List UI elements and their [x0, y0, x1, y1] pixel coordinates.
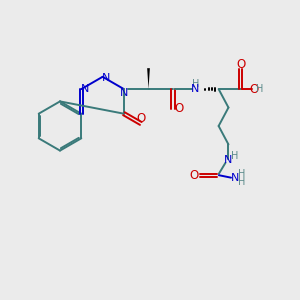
- Text: N: N: [101, 73, 110, 83]
- Polygon shape: [147, 68, 150, 89]
- Text: H: H: [256, 84, 263, 94]
- Text: N: N: [230, 173, 239, 183]
- Text: N: N: [120, 88, 128, 98]
- Text: N: N: [191, 84, 200, 94]
- Text: O: O: [249, 82, 258, 96]
- Text: O: O: [236, 58, 245, 71]
- Text: H: H: [238, 169, 245, 179]
- Text: O: O: [174, 102, 183, 115]
- Text: N: N: [224, 155, 233, 165]
- Text: O: O: [190, 169, 199, 182]
- Text: O: O: [136, 112, 146, 125]
- Text: H: H: [231, 151, 239, 161]
- Text: N: N: [81, 84, 89, 94]
- Text: H: H: [238, 178, 245, 188]
- Text: H: H: [192, 79, 199, 89]
